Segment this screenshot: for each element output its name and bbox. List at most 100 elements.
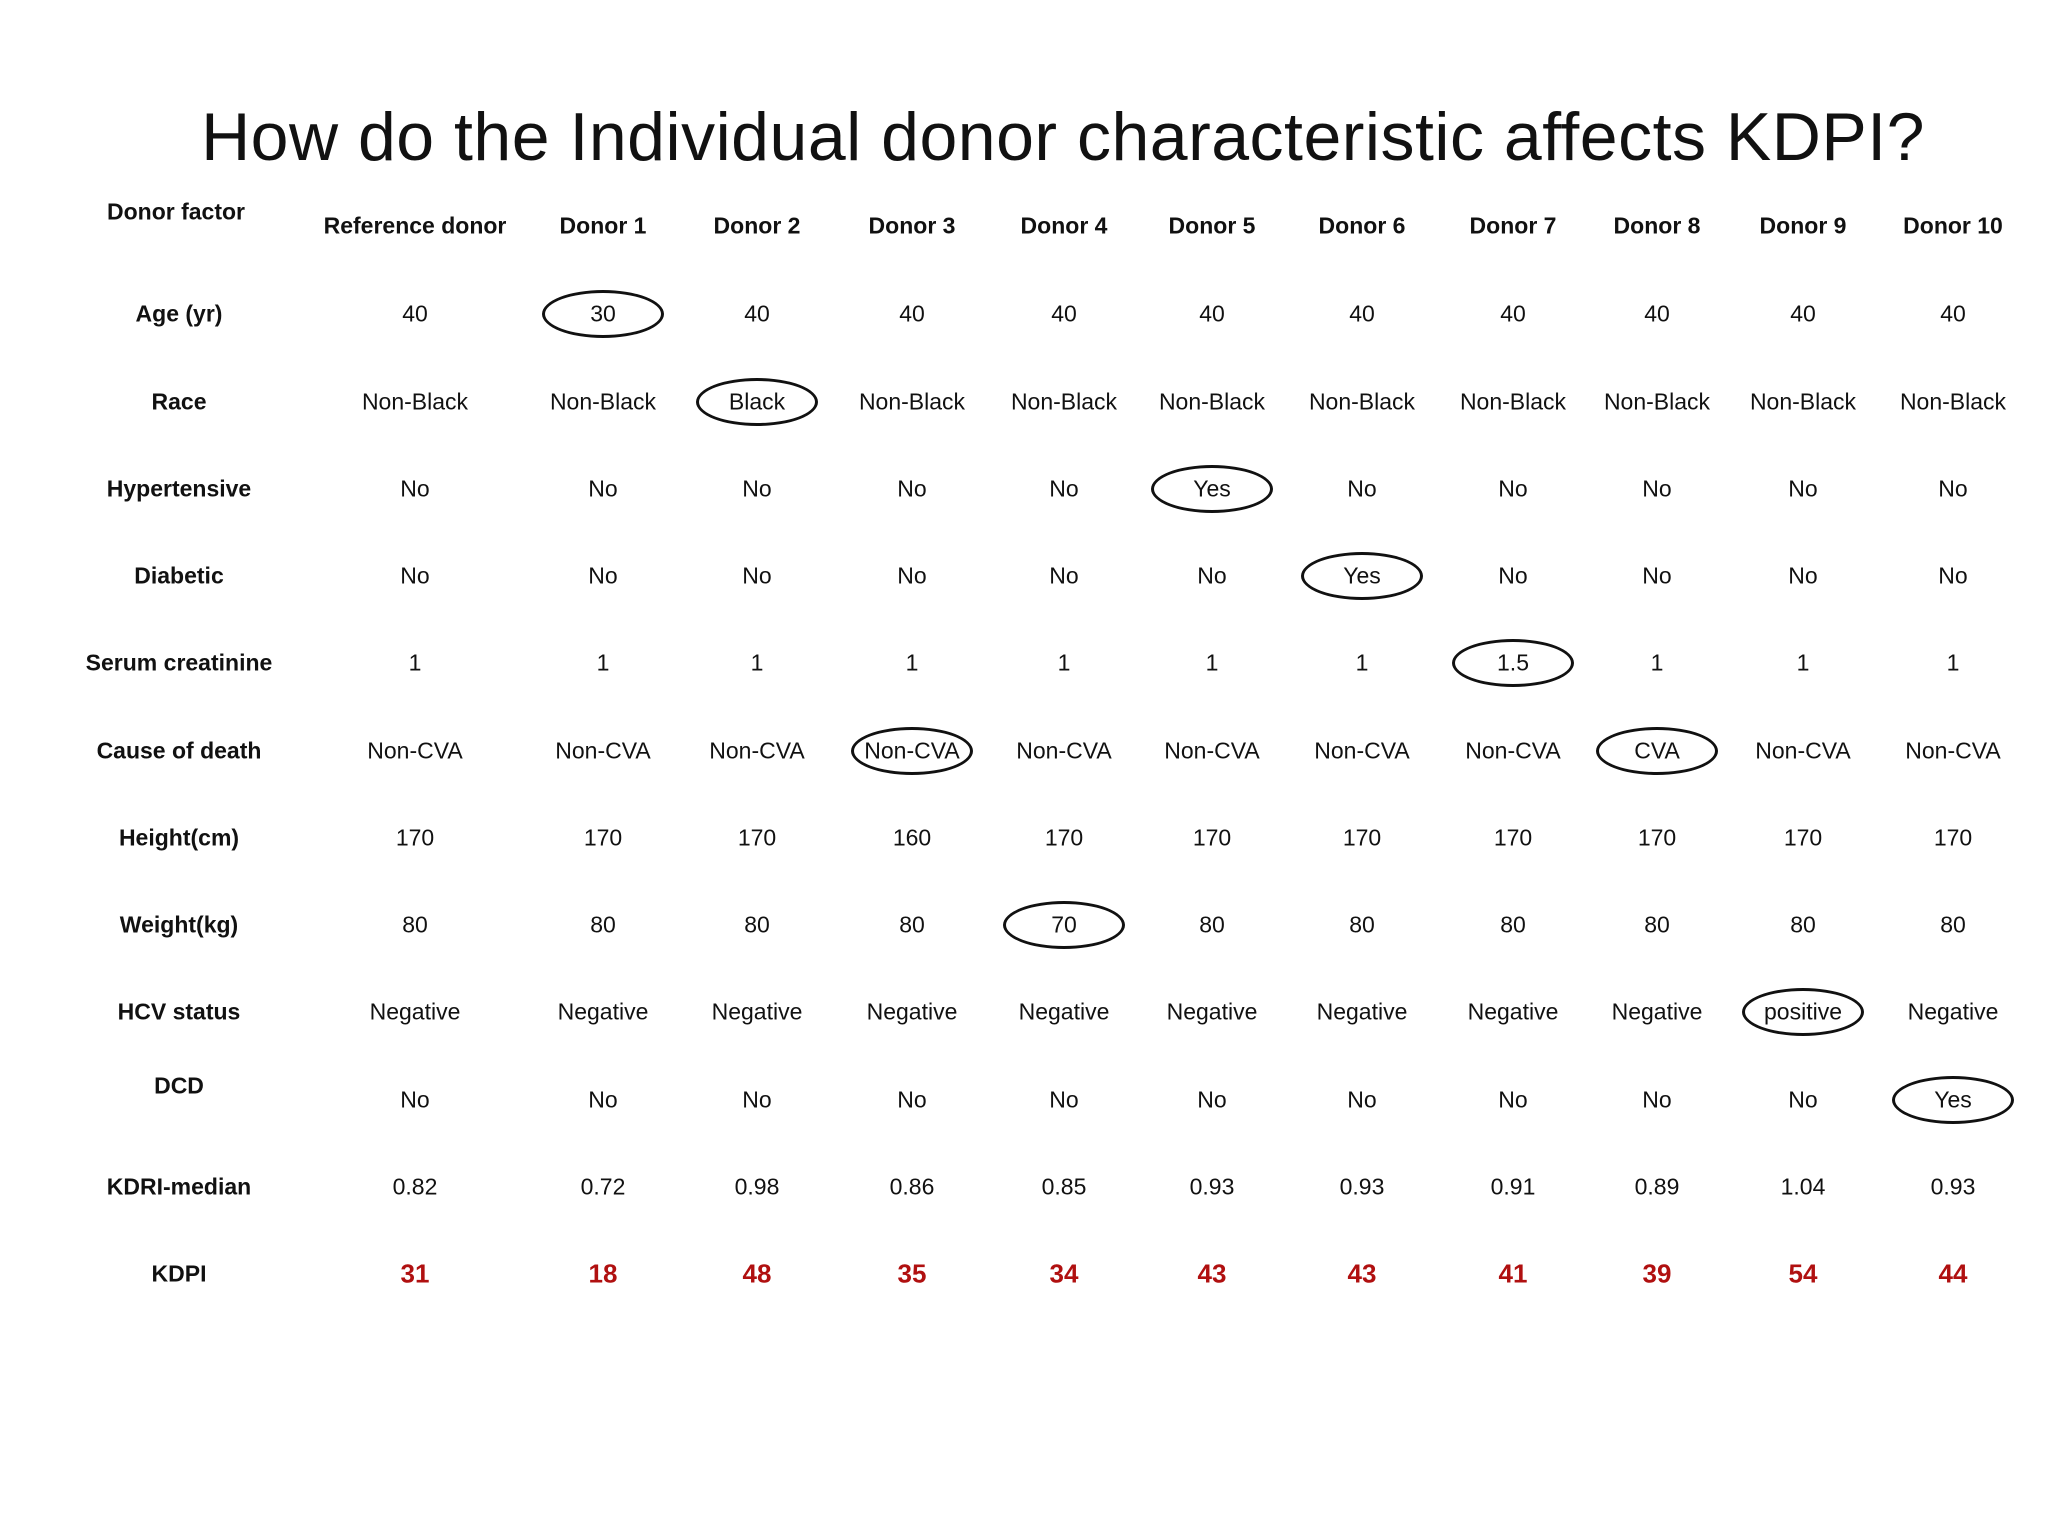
table-cell: Non-Black — [549, 388, 657, 415]
table-cell: Negative — [1018, 998, 1110, 1025]
table-cell: 40 — [1940, 300, 1966, 327]
table-cell: Non-CVA — [1465, 737, 1561, 764]
table-cell: Non-Black — [1749, 388, 1857, 415]
row-label: KDRI-median — [106, 1173, 252, 1200]
table-cell: 80 — [1349, 911, 1375, 938]
table-cell: No — [1498, 562, 1528, 589]
table-cell: 0.72 — [580, 1173, 626, 1200]
row-label: HCV status — [117, 998, 241, 1025]
table-cell: No — [1788, 562, 1818, 589]
kdpi-value: 34 — [1049, 1258, 1079, 1289]
kdpi-value: 44 — [1938, 1258, 1968, 1289]
table-cell: 40 — [1790, 300, 1816, 327]
table-cell: 40 — [744, 300, 770, 327]
table-cell: Non-Black — [1459, 388, 1567, 415]
table-cell: No — [897, 1086, 927, 1113]
table-cell: Negative — [1611, 998, 1703, 1025]
table-cell: 170 — [1933, 824, 1973, 851]
column-header: Donor 10 — [1903, 212, 2003, 239]
table-cell: 40 — [899, 300, 925, 327]
row-label: DCD — [154, 1072, 204, 1099]
column-header: Reference donor — [323, 212, 507, 239]
table-cell: 40 — [1051, 300, 1077, 327]
table-cell: 80 — [899, 911, 925, 938]
kdpi-value: 54 — [1788, 1258, 1818, 1289]
row-label: Race — [151, 388, 207, 415]
table-cell: Negative — [1316, 998, 1408, 1025]
column-header: Donor 8 — [1613, 212, 1701, 239]
highlight-oval — [1003, 901, 1125, 949]
table-cell: No — [1197, 562, 1227, 589]
table-cell: Non-Black — [361, 388, 469, 415]
table-cell: No — [588, 475, 618, 502]
table-cell: No — [742, 1086, 772, 1113]
table-cell: 170 — [1044, 824, 1084, 851]
slide-title: How do the Individual donor characterist… — [201, 98, 1925, 175]
table-cell: No — [1498, 1086, 1528, 1113]
table-cell: No — [897, 475, 927, 502]
column-header: Donor 1 — [559, 212, 647, 239]
table-cell: 40 — [1199, 300, 1225, 327]
table-cell: 1 — [1205, 649, 1219, 676]
table-cell: Non-CVA — [1314, 737, 1410, 764]
highlight-oval — [1892, 1076, 2014, 1124]
table-cell: No — [1938, 562, 1968, 589]
column-header: Donor 5 — [1168, 212, 1256, 239]
kdpi-value: 41 — [1498, 1258, 1528, 1289]
table-cell: No — [1197, 1086, 1227, 1113]
table-cell: 1 — [408, 649, 422, 676]
highlight-oval — [1301, 552, 1423, 600]
table-cell: Negative — [1907, 998, 1999, 1025]
table-cell: Non-Black — [858, 388, 966, 415]
table-cell: 170 — [737, 824, 777, 851]
table-cell: No — [742, 562, 772, 589]
table-cell: Non-CVA — [367, 737, 463, 764]
row-label: Age (yr) — [135, 300, 223, 327]
table-cell: 80 — [402, 911, 428, 938]
table-cell: 170 — [1783, 824, 1823, 851]
table-cell: No — [1642, 475, 1672, 502]
table-cell: Non-CVA — [709, 737, 805, 764]
highlight-oval — [851, 727, 973, 775]
table-cell: No — [588, 1086, 618, 1113]
column-header: Donor 2 — [713, 212, 801, 239]
table-cell: 1 — [750, 649, 764, 676]
table-cell: No — [588, 562, 618, 589]
kdpi-value: 39 — [1642, 1258, 1672, 1289]
table-cell: Negative — [866, 998, 958, 1025]
table-cell: 1.04 — [1780, 1173, 1826, 1200]
column-header: Donor 4 — [1020, 212, 1108, 239]
table-cell: No — [1347, 1086, 1377, 1113]
table-cell: Non-Black — [1010, 388, 1118, 415]
table-cell: 0.82 — [392, 1173, 438, 1200]
kdpi-value: 43 — [1347, 1258, 1377, 1289]
column-header: Donor 7 — [1469, 212, 1557, 239]
table-cell: Non-CVA — [1755, 737, 1851, 764]
kdpi-value: 35 — [897, 1258, 927, 1289]
highlight-oval — [1742, 988, 1864, 1036]
table-cell: Non-Black — [1899, 388, 2007, 415]
table-cell: No — [1788, 1086, 1818, 1113]
table-cell: No — [1642, 562, 1672, 589]
table-cell: 0.86 — [889, 1173, 935, 1200]
table-cell: 80 — [590, 911, 616, 938]
table-cell: 80 — [744, 911, 770, 938]
highlight-oval — [542, 290, 664, 338]
table-cell: Non-CVA — [1164, 737, 1260, 764]
table-cell: No — [1049, 562, 1079, 589]
table-cell: 80 — [1790, 911, 1816, 938]
table-cell: 1 — [1057, 649, 1071, 676]
table-cell: No — [1498, 475, 1528, 502]
table-cell: 0.93 — [1930, 1173, 1976, 1200]
table-cell: 0.91 — [1490, 1173, 1536, 1200]
table-cell: 170 — [583, 824, 623, 851]
table-cell: 1 — [1355, 649, 1369, 676]
table-cell: 80 — [1644, 911, 1670, 938]
table-cell: 0.89 — [1634, 1173, 1680, 1200]
table-cell: 1 — [1650, 649, 1664, 676]
row-label: Serum creatinine — [85, 649, 273, 676]
table-cell: 40 — [1349, 300, 1375, 327]
kdpi-value: 48 — [742, 1258, 772, 1289]
table-cell: No — [1788, 475, 1818, 502]
